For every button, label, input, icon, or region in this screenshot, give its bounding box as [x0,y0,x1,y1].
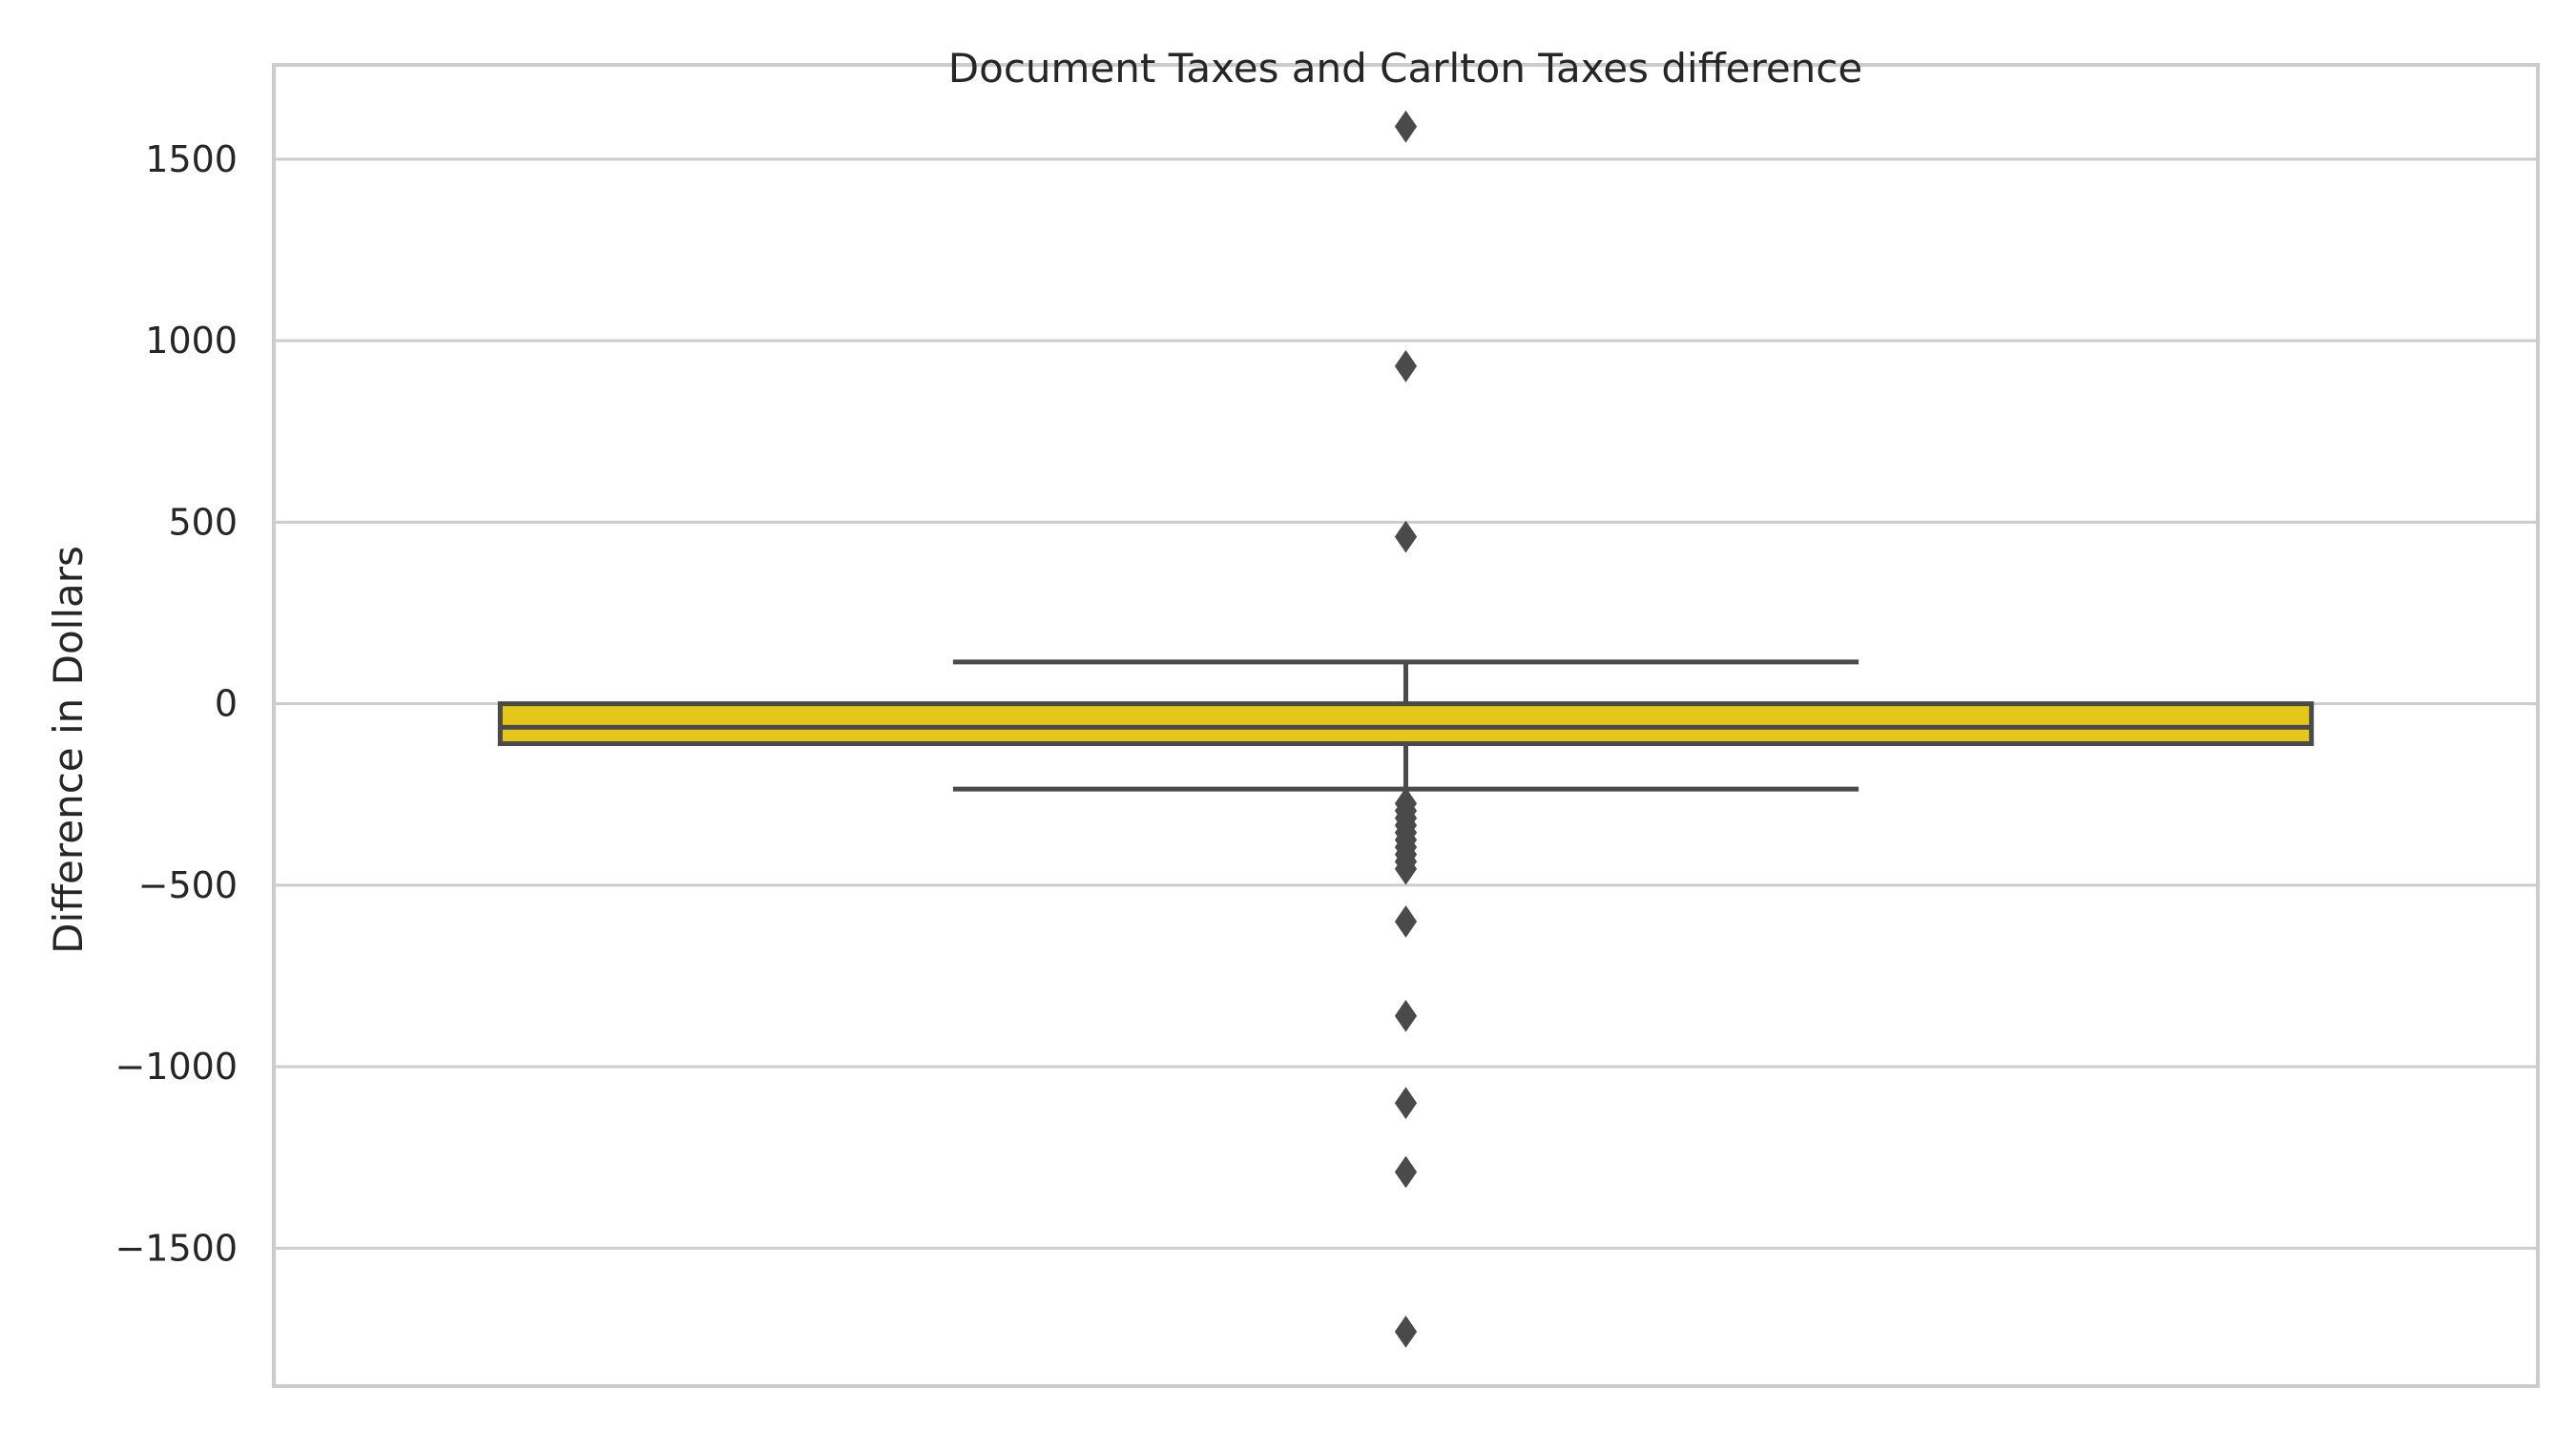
y-tick-label: 1000 [145,320,238,362]
y-tick-labels: 1500 1000 500 0 −500 −1000 −1500 [114,138,238,1269]
outlier-point [1394,1087,1418,1120]
chart-title: Document Taxes and Carlton Taxes differe… [948,45,1862,92]
outlier-point [1394,852,1418,885]
outlier-point [1394,1000,1418,1032]
outlier-point [1394,520,1418,553]
outlier-point [1394,110,1418,143]
y-tick-label: −1500 [114,1227,238,1269]
plot-frame [272,63,2540,1388]
outlier-point [1394,905,1418,938]
y-tick-label: 500 [168,501,238,543]
interquartile-box [497,701,2315,747]
y-tick-label: −500 [138,864,238,906]
y-tick-label: 0 [215,683,238,725]
outlier-point [1394,1155,1418,1189]
y-axis-title: Difference in Dollars [45,546,92,954]
outlier-points [1394,110,1418,1348]
y-tick-label: 1500 [145,138,238,180]
y-tick-label: −1000 [114,1046,238,1088]
outlier-point [1394,1316,1418,1348]
outlier-point [1394,349,1418,383]
